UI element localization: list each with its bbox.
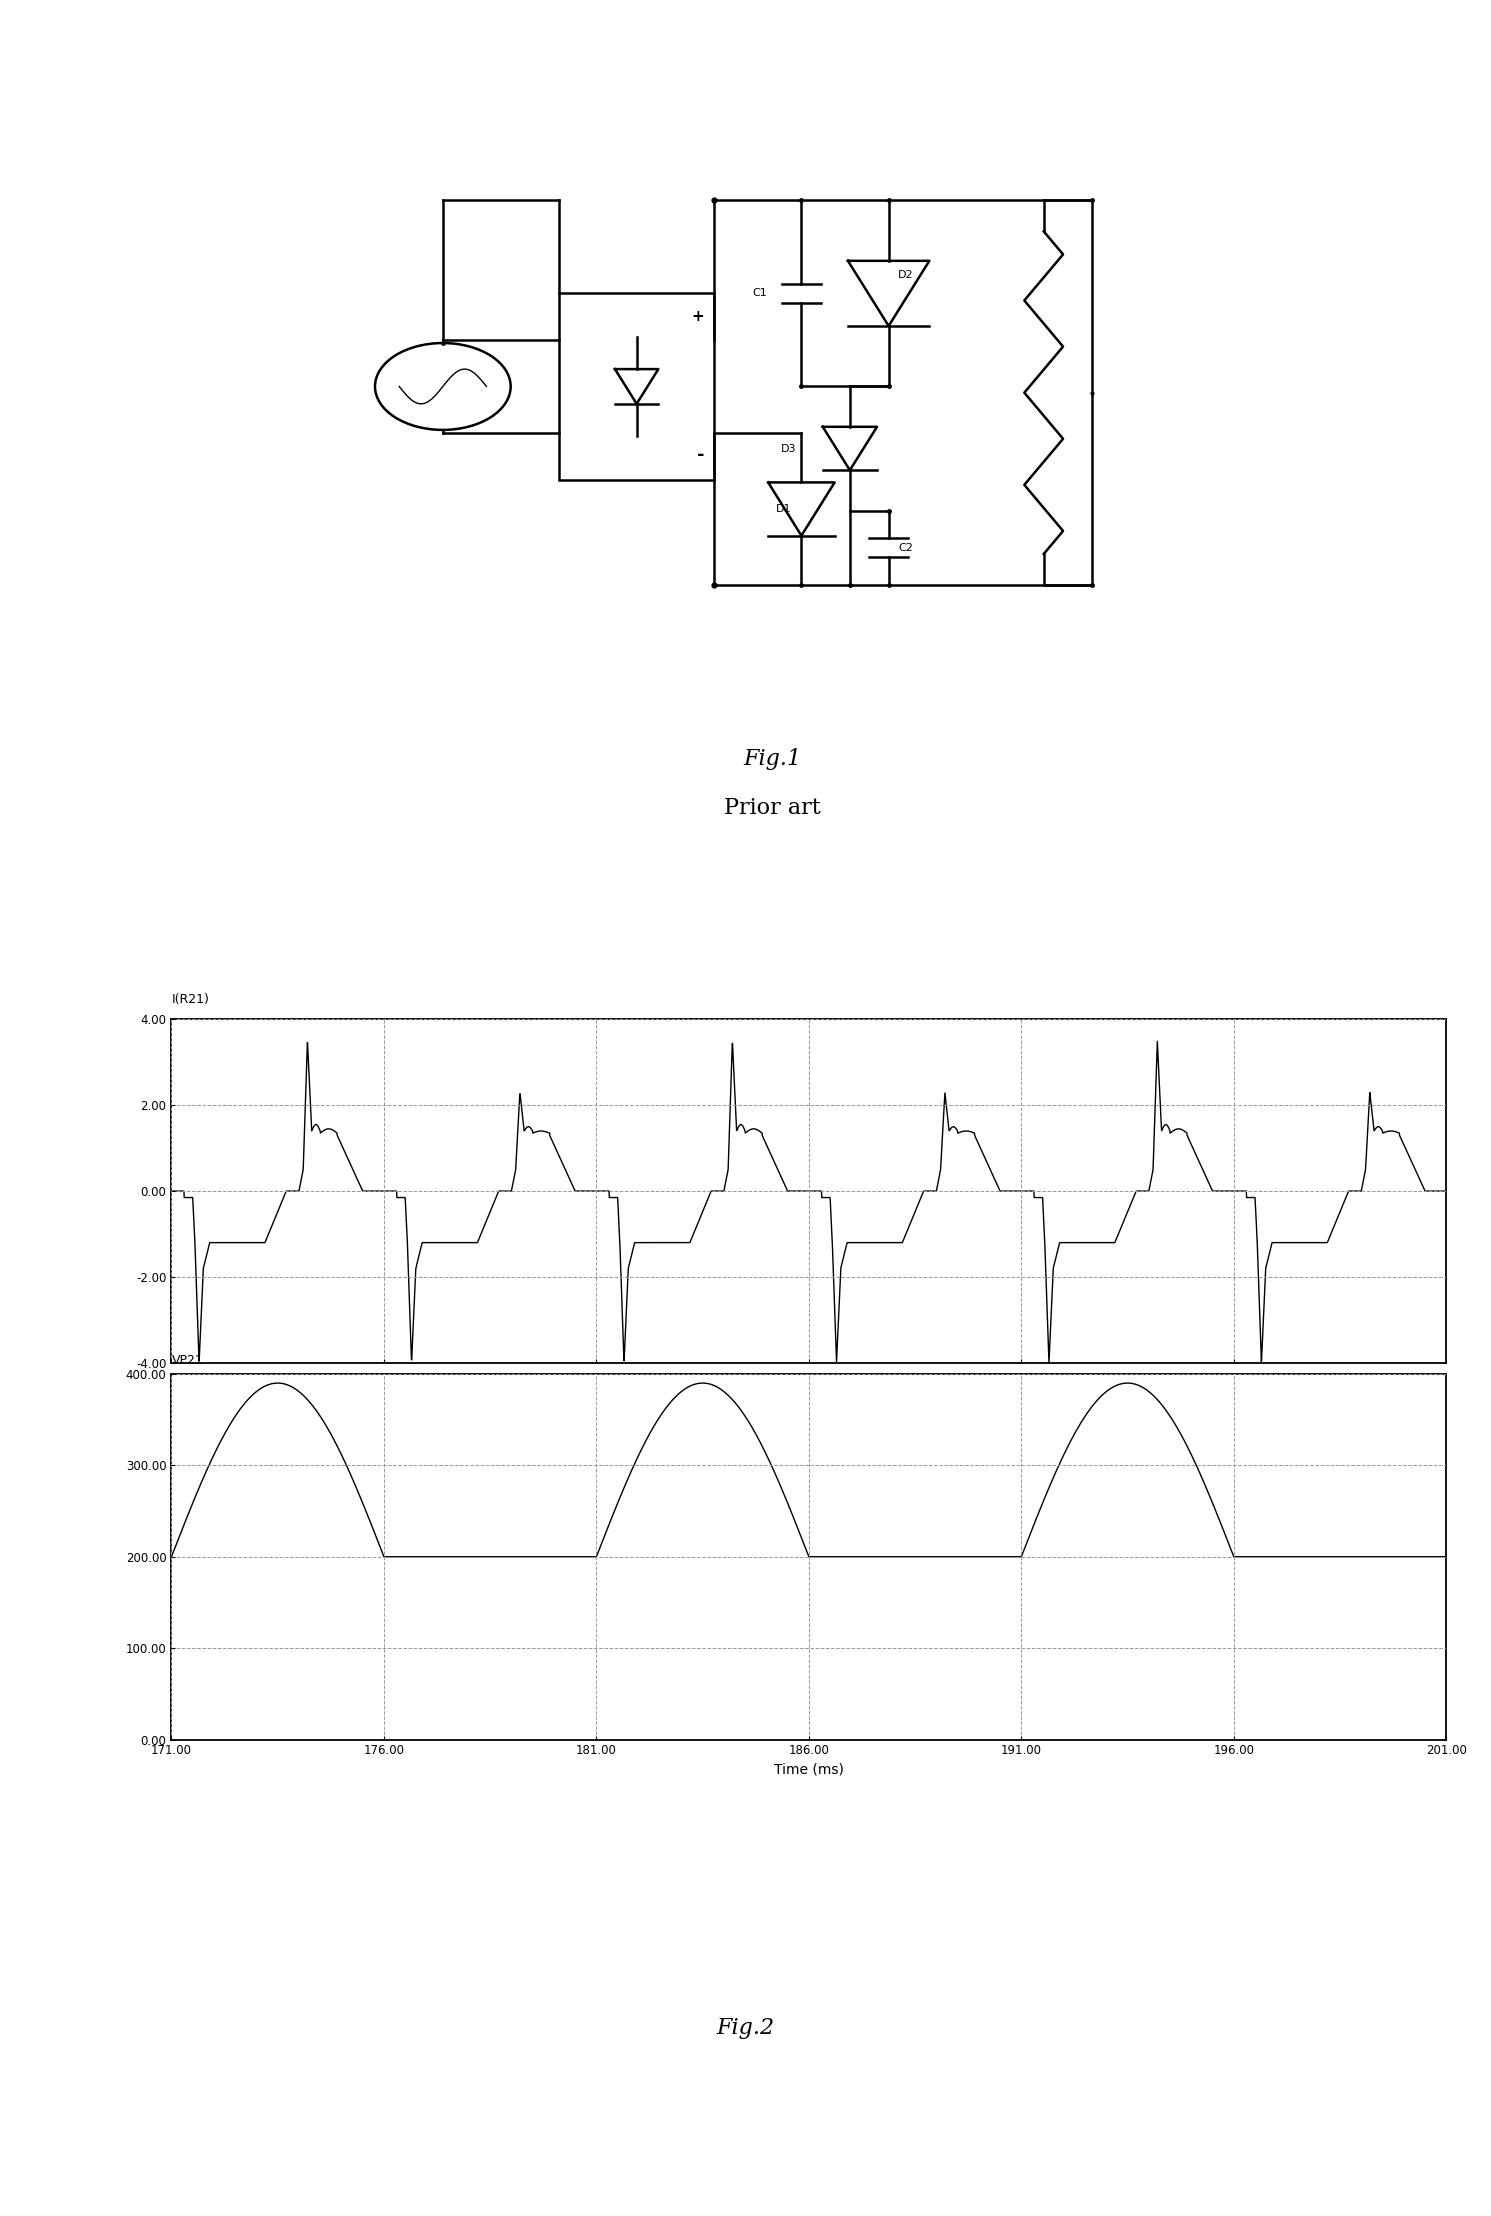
Text: Prior art: Prior art — [725, 798, 820, 820]
Text: C2: C2 — [898, 543, 912, 552]
Text: Fig.1: Fig.1 — [744, 747, 801, 769]
Text: -: - — [696, 445, 705, 463]
X-axis label: Time (ms): Time (ms) — [774, 1764, 844, 1777]
Bar — [559, 293, 714, 479]
Text: VP21: VP21 — [171, 1354, 203, 1367]
Text: D1: D1 — [777, 503, 792, 514]
Text: D2: D2 — [898, 270, 914, 279]
Text: Fig.2: Fig.2 — [717, 2017, 774, 2039]
Text: C1: C1 — [753, 288, 768, 299]
Text: +: + — [692, 308, 705, 324]
Text: I(R21): I(R21) — [171, 993, 209, 1006]
Text: D3: D3 — [781, 443, 796, 454]
